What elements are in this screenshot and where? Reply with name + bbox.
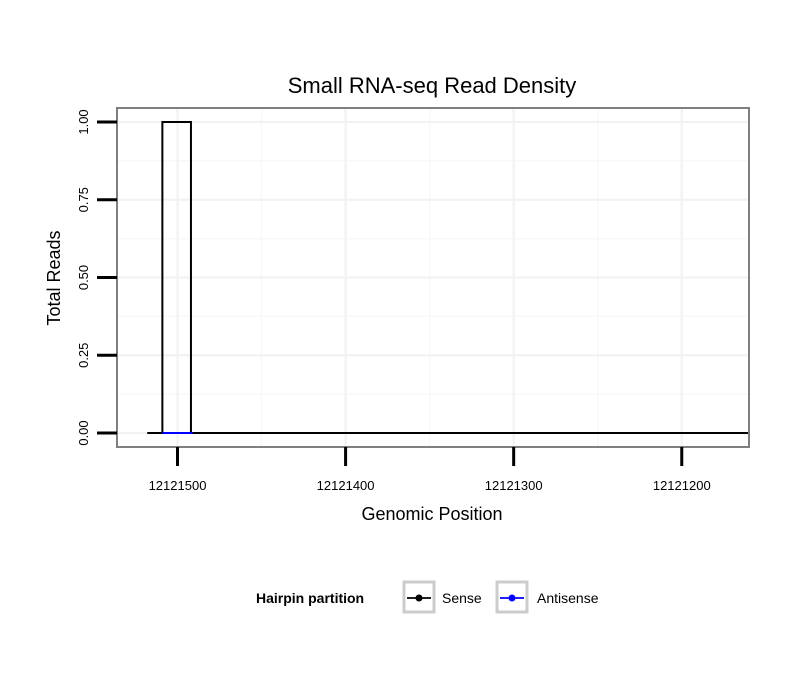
x-tick-label: 12121500 [149,478,207,493]
x-axis-title: Genomic Position [361,504,502,524]
legend-label-antisense: Antisense [537,590,599,606]
y-tick-label: 0.25 [76,343,91,368]
legend-title: Hairpin partition [256,590,364,606]
y-axis-title: Total Reads [44,230,64,325]
x-axis: 12121500 12121400 12121300 12121200 [149,447,711,493]
major-grid [117,108,749,447]
x-tick-label: 12121200 [653,478,711,493]
legend-dot-antisense [508,594,516,602]
series-layer [147,121,749,434]
x-tick-label: 12121300 [485,478,543,493]
legend-item-antisense: Antisense [495,580,599,614]
y-tick-label: 0.00 [76,420,91,445]
chart-title: Small RNA-seq Read Density [288,73,577,98]
legend: Hairpin partition Sense Antisense [256,580,599,614]
legend-label-sense: Sense [442,590,482,606]
y-tick-label: 1.00 [76,109,91,134]
x-tick-label: 12121400 [317,478,375,493]
legend-item-sense: Sense [402,580,482,614]
series-line-sense [147,121,749,434]
y-axis: 0.00 0.25 0.50 0.75 1.00 [76,109,117,446]
plot-panel [116,107,750,448]
y-tick-label: 0.50 [76,265,91,290]
y-tick-label: 0.75 [76,187,91,212]
legend-dot-sense [415,594,423,602]
